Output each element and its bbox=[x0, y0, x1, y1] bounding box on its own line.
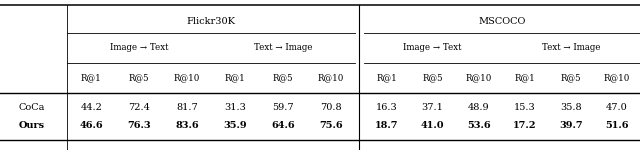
Text: R@1: R@1 bbox=[225, 74, 246, 82]
Text: 75.6: 75.6 bbox=[319, 122, 343, 130]
Text: 18.7: 18.7 bbox=[375, 122, 398, 130]
Text: Ours: Ours bbox=[19, 122, 45, 130]
Text: 35.9: 35.9 bbox=[223, 122, 247, 130]
Text: Text → Image: Text → Image bbox=[541, 44, 600, 52]
Text: R@5: R@5 bbox=[273, 74, 294, 82]
Text: 35.8: 35.8 bbox=[560, 103, 582, 112]
Text: R@10: R@10 bbox=[604, 74, 630, 82]
Text: 47.0: 47.0 bbox=[606, 103, 628, 112]
Text: 44.2: 44.2 bbox=[80, 103, 102, 112]
Text: Image → Text: Image → Text bbox=[110, 44, 168, 52]
Text: 59.7: 59.7 bbox=[273, 103, 294, 112]
Text: 37.1: 37.1 bbox=[422, 103, 444, 112]
Text: R@1: R@1 bbox=[81, 74, 102, 82]
Text: 51.6: 51.6 bbox=[605, 122, 628, 130]
Text: R@5: R@5 bbox=[129, 74, 150, 82]
Text: CoCa: CoCa bbox=[19, 103, 45, 112]
Text: 17.2: 17.2 bbox=[513, 122, 536, 130]
Text: R@1: R@1 bbox=[376, 74, 397, 82]
Text: 41.0: 41.0 bbox=[421, 122, 444, 130]
Text: R@1: R@1 bbox=[515, 74, 535, 82]
Text: 53.6: 53.6 bbox=[467, 122, 490, 130]
Text: 64.6: 64.6 bbox=[271, 122, 295, 130]
Text: 76.3: 76.3 bbox=[127, 122, 151, 130]
Text: 83.6: 83.6 bbox=[175, 122, 199, 130]
Text: Flickr30K: Flickr30K bbox=[187, 16, 236, 26]
Text: R@10: R@10 bbox=[318, 74, 344, 82]
Text: 31.3: 31.3 bbox=[224, 103, 246, 112]
Text: 81.7: 81.7 bbox=[177, 103, 198, 112]
Text: R@10: R@10 bbox=[174, 74, 200, 82]
Text: 39.7: 39.7 bbox=[559, 122, 582, 130]
Text: 72.4: 72.4 bbox=[128, 103, 150, 112]
Text: 48.9: 48.9 bbox=[468, 103, 490, 112]
Text: R@5: R@5 bbox=[561, 74, 581, 82]
Text: MSCOCO: MSCOCO bbox=[478, 16, 525, 26]
Text: Image → Text: Image → Text bbox=[403, 44, 462, 52]
Text: Text → Image: Text → Image bbox=[254, 44, 312, 52]
Text: 16.3: 16.3 bbox=[376, 103, 397, 112]
Text: R@5: R@5 bbox=[422, 74, 443, 82]
Text: 70.8: 70.8 bbox=[321, 103, 342, 112]
Text: 46.6: 46.6 bbox=[79, 122, 103, 130]
Text: 15.3: 15.3 bbox=[514, 103, 536, 112]
Text: R@10: R@10 bbox=[465, 74, 492, 82]
